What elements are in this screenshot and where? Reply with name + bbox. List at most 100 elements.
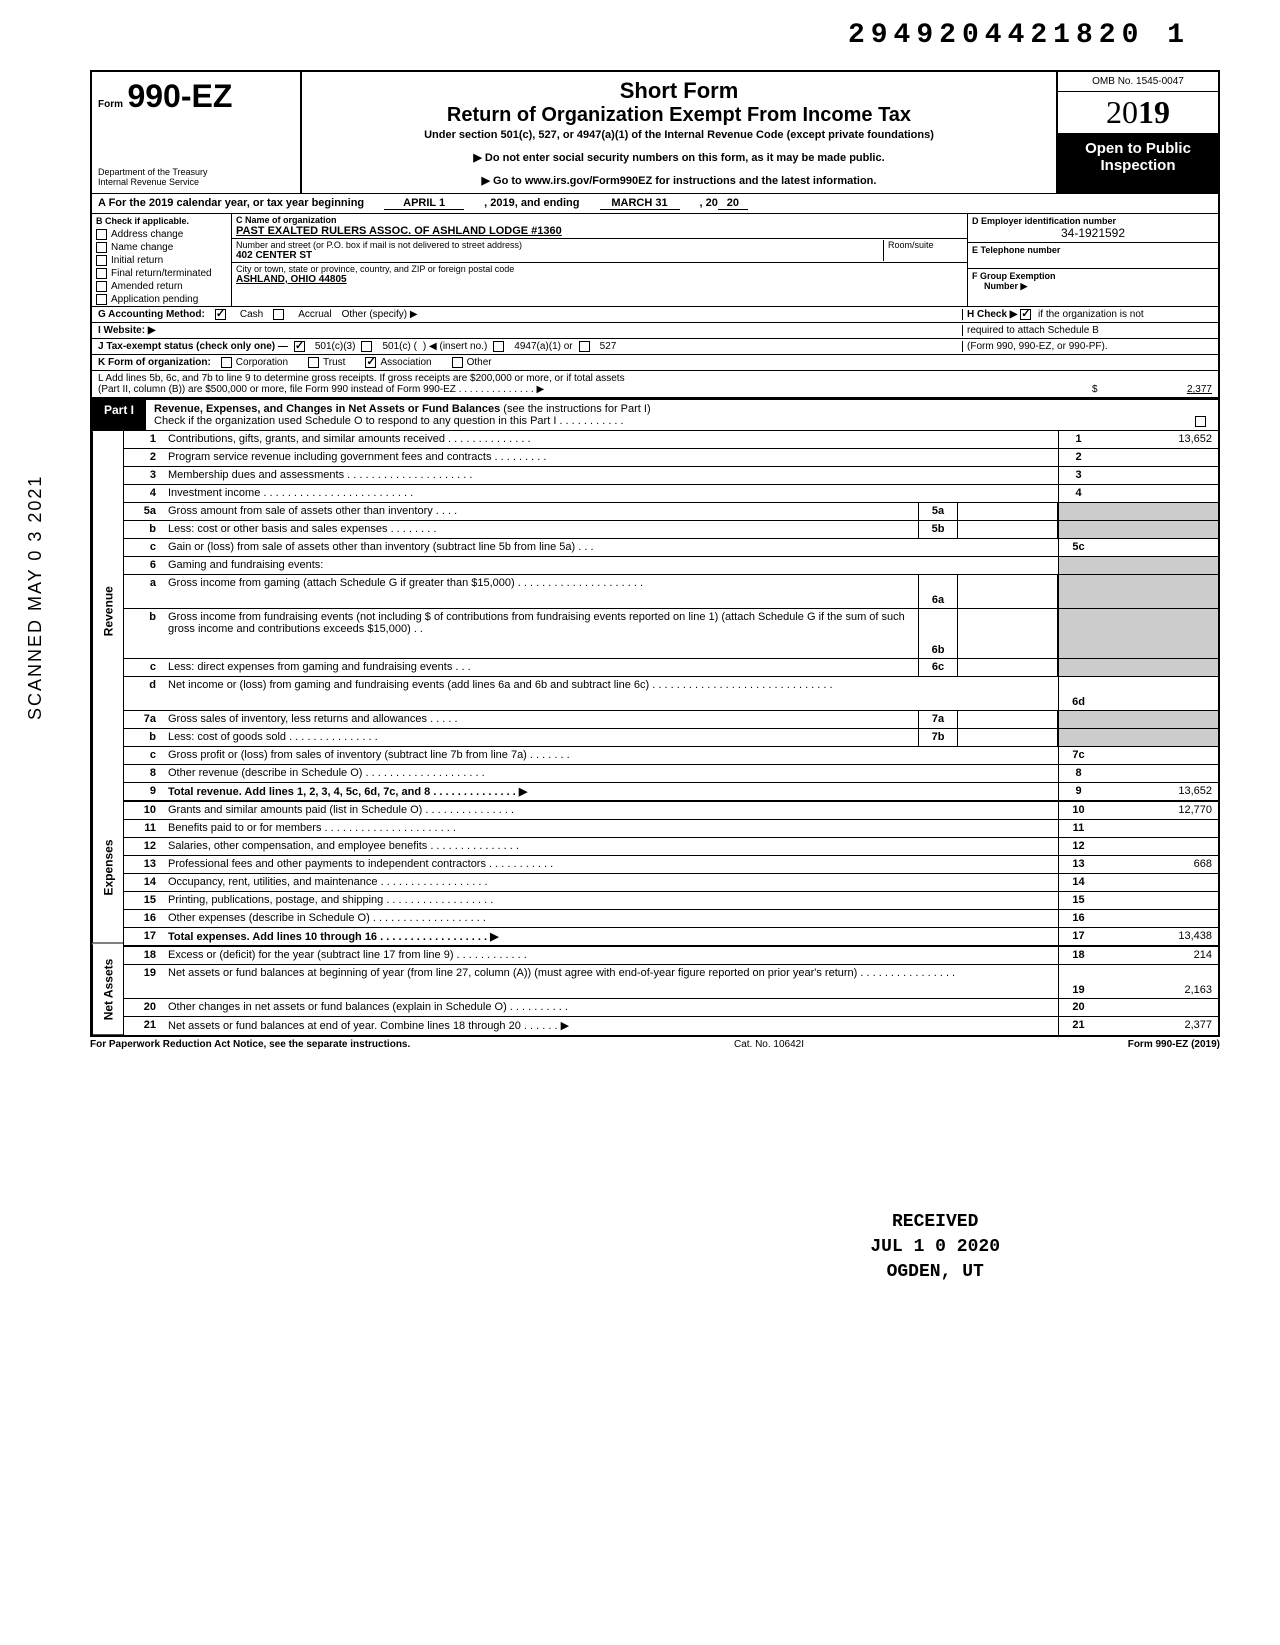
c-city-label: City or town, state or province, country… bbox=[236, 264, 963, 274]
lrv bbox=[1098, 711, 1218, 728]
row-a-end: MARCH 31 bbox=[600, 197, 680, 210]
line-8: 8Other revenue (describe in Schedule O) … bbox=[124, 765, 1218, 783]
cash-label: Cash bbox=[240, 309, 263, 320]
ld: Investment income . . . . . . . . . . . … bbox=[164, 485, 1058, 502]
line-6d: dNet income or (loss) from gaming and fu… bbox=[124, 677, 1218, 711]
lrn bbox=[1058, 609, 1098, 658]
c-city: City or town, state or province, country… bbox=[232, 263, 967, 286]
cb-amended-return[interactable]: Amended return bbox=[92, 280, 231, 293]
ln: c bbox=[124, 539, 164, 556]
j-opt2: 501(c) ( bbox=[382, 341, 416, 352]
ln: 12 bbox=[124, 838, 164, 855]
lrn: 20 bbox=[1058, 999, 1098, 1016]
lrn bbox=[1058, 711, 1098, 728]
l-val: 2,377 bbox=[1112, 384, 1212, 395]
lrn: 9 bbox=[1058, 783, 1098, 800]
cb-cash[interactable] bbox=[215, 309, 226, 320]
cb-address-change[interactable]: Address change bbox=[92, 228, 231, 241]
ln: 11 bbox=[124, 820, 164, 837]
cb-assoc[interactable] bbox=[365, 357, 376, 368]
cb-corp[interactable] bbox=[221, 357, 232, 368]
cb-final-return[interactable]: Final return/terminated bbox=[92, 267, 231, 280]
dept-line2: Internal Revenue Service bbox=[98, 177, 294, 187]
lmn: 7b bbox=[918, 729, 958, 746]
cb-name-change[interactable]: Name change bbox=[92, 241, 231, 254]
line-11: 11Benefits paid to or for members . . . … bbox=[124, 820, 1218, 838]
line-table: Revenue Expenses Net Assets 1Contributio… bbox=[90, 431, 1220, 1037]
row-a-suffix: , 20 bbox=[700, 197, 718, 210]
c-street-label: Number and street (or P.O. box if mail i… bbox=[236, 240, 883, 250]
ln: 15 bbox=[124, 892, 164, 909]
cb-label: Name change bbox=[111, 242, 173, 253]
cb-501c[interactable] bbox=[361, 341, 372, 352]
e-label: E Telephone number bbox=[972, 245, 1214, 255]
c-room-label: Room/suite bbox=[888, 240, 963, 250]
line-4: 4Investment income . . . . . . . . . . .… bbox=[124, 485, 1218, 503]
line-13: 13Professional fees and other payments t… bbox=[124, 856, 1218, 874]
lrv bbox=[1098, 449, 1218, 466]
cb-527[interactable] bbox=[579, 341, 590, 352]
cb-h[interactable] bbox=[1020, 309, 1031, 320]
ln: 10 bbox=[124, 802, 164, 819]
line-1: 1Contributions, gifts, grants, and simil… bbox=[124, 431, 1218, 449]
ld: Gross profit or (loss) from sales of inv… bbox=[164, 747, 1058, 764]
ld: Net assets or fund balances at beginning… bbox=[164, 965, 1058, 998]
line-18: 18Excess or (deficit) for the year (subt… bbox=[124, 947, 1218, 965]
open-line2: Inspection bbox=[1060, 157, 1216, 174]
lrv bbox=[1098, 609, 1218, 658]
lrv: 214 bbox=[1098, 947, 1218, 964]
title-subtitle: Under section 501(c), 527, or 4947(a)(1)… bbox=[312, 129, 1046, 141]
lrn bbox=[1058, 521, 1098, 538]
part1-header: Part I Revenue, Expenses, and Changes in… bbox=[90, 399, 1220, 431]
ld: Benefits paid to or for members . . . . … bbox=[164, 820, 1058, 837]
row-a-begin: APRIL 1 bbox=[384, 197, 464, 210]
lrn: 10 bbox=[1058, 802, 1098, 819]
lmn: 5a bbox=[918, 503, 958, 520]
j-opt1: 501(c)(3) bbox=[315, 341, 356, 352]
cb-initial-return[interactable]: Initial return bbox=[92, 254, 231, 267]
ln: 17 bbox=[124, 928, 164, 945]
cb-schedule-o[interactable] bbox=[1195, 416, 1206, 427]
line-19: 19Net assets or fund balances at beginni… bbox=[124, 965, 1218, 999]
ln: c bbox=[124, 659, 164, 676]
lmv bbox=[958, 521, 1058, 538]
sidebar-revenue: Revenue bbox=[92, 431, 124, 792]
cb-application-pending[interactable]: Application pending bbox=[92, 293, 231, 306]
ld: Excess or (deficit) for the year (subtra… bbox=[164, 947, 1058, 964]
lrv: 13,438 bbox=[1098, 928, 1218, 945]
form-number-box: Form 990-EZ Department of the Treasury I… bbox=[92, 72, 302, 193]
form-label-big: 990-EZ bbox=[127, 78, 232, 114]
stamp-l1: RECEIVED bbox=[870, 1210, 1000, 1235]
lrn: 13 bbox=[1058, 856, 1098, 873]
line-7b: bLess: cost of goods sold . . . . . . . … bbox=[124, 729, 1218, 747]
cb-trust[interactable] bbox=[308, 357, 319, 368]
lrn: 5c bbox=[1058, 539, 1098, 556]
lrv bbox=[1098, 677, 1218, 710]
ln: 3 bbox=[124, 467, 164, 484]
cb-accrual[interactable] bbox=[273, 309, 284, 320]
c-city-val: ASHLAND, OHIO 44805 bbox=[236, 274, 963, 285]
lrn: 8 bbox=[1058, 765, 1098, 782]
l-text2: (Part II, column (B)) are $500,000 or mo… bbox=[98, 384, 1092, 395]
sidebar: Revenue Expenses Net Assets bbox=[92, 431, 124, 1035]
cb-other-org[interactable] bbox=[452, 357, 463, 368]
line-7a: 7aGross sales of inventory, less returns… bbox=[124, 711, 1218, 729]
ld: Program service revenue including govern… bbox=[164, 449, 1058, 466]
lmn: 6b bbox=[918, 609, 958, 658]
ld: Less: direct expenses from gaming and fu… bbox=[164, 659, 918, 676]
ld: Gain or (loss) from sale of assets other… bbox=[164, 539, 1058, 556]
lrn: 3 bbox=[1058, 467, 1098, 484]
cb-501c3[interactable] bbox=[294, 341, 305, 352]
part1-check-line: Check if the organization used Schedule … bbox=[154, 415, 1195, 427]
lrv bbox=[1098, 874, 1218, 891]
lmv bbox=[958, 729, 1058, 746]
lrv bbox=[1098, 999, 1218, 1016]
lrv bbox=[1098, 747, 1218, 764]
lrn: 11 bbox=[1058, 820, 1098, 837]
row-a-yr: 20 bbox=[718, 197, 748, 210]
dept-line1: Department of the Treasury bbox=[98, 167, 294, 177]
lrv: 13,652 bbox=[1098, 783, 1218, 800]
stamp-l3: OGDEN, UT bbox=[870, 1260, 1000, 1285]
cb-4947[interactable] bbox=[493, 341, 504, 352]
f-label: F Group Exemption bbox=[972, 271, 1214, 281]
